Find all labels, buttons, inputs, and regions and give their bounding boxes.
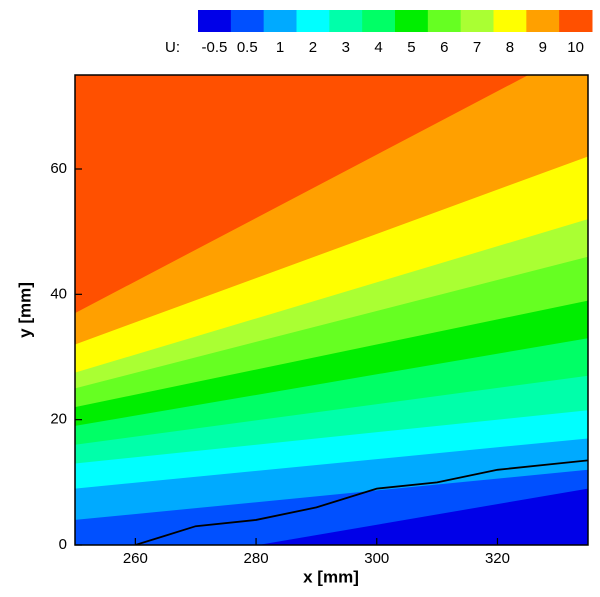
- x-axis-label: x [mm]: [303, 567, 359, 586]
- contour-band: [75, 75, 529, 314]
- x-tick-label: 280: [244, 550, 269, 567]
- colorbar-tick-label: 10: [567, 39, 584, 56]
- y-tick-label: 60: [50, 160, 67, 177]
- colorbar-swatch: [230, 10, 265, 32]
- x-tick-label: 260: [123, 550, 148, 567]
- colorbar-tick-label: 0.5: [237, 39, 258, 56]
- x-tick-label: 320: [485, 550, 510, 567]
- colorbar-swatch: [559, 10, 593, 32]
- colorbar-swatch: [263, 10, 297, 32]
- x-tick-label: 300: [364, 550, 389, 567]
- colorbar-swatch: [427, 10, 462, 32]
- colorbar-swatch: [362, 10, 396, 32]
- colorbar-swatch: [493, 10, 527, 32]
- y-tick-label: 40: [50, 285, 67, 302]
- y-tick-label: 0: [59, 536, 67, 553]
- colorbar-tick-label: 5: [407, 39, 415, 56]
- colorbar-swatch: [526, 10, 560, 32]
- colorbar-tick-label: 4: [374, 39, 382, 56]
- colorbar-swatch: [395, 10, 429, 32]
- plot-frame: [74, 74, 589, 546]
- colorbar-tick-label: 9: [539, 39, 547, 56]
- colorbar-tick-label: 2: [309, 39, 317, 56]
- colorbar-tick-label: 1: [276, 39, 284, 56]
- contour-line: [135, 459, 588, 545]
- colorbar-tick-label: 6: [440, 39, 448, 56]
- y-tick-label: 20: [50, 411, 67, 428]
- y-axis-label: y [mm]: [15, 282, 34, 338]
- colorbar-swatch: [329, 10, 363, 32]
- colorbar-tick-label: 3: [342, 39, 350, 56]
- colorbar-tick-label: -0.5: [201, 39, 227, 56]
- plot-area: [75, 75, 588, 545]
- colorbar-swatch: [198, 10, 232, 32]
- colorbar-tick-label: 7: [473, 39, 481, 56]
- colorbar-label: U:: [165, 39, 180, 56]
- colorbar-swatch: [460, 10, 494, 32]
- colorbar-tick-label: 8: [506, 39, 514, 56]
- colorbar-swatch: [296, 10, 330, 32]
